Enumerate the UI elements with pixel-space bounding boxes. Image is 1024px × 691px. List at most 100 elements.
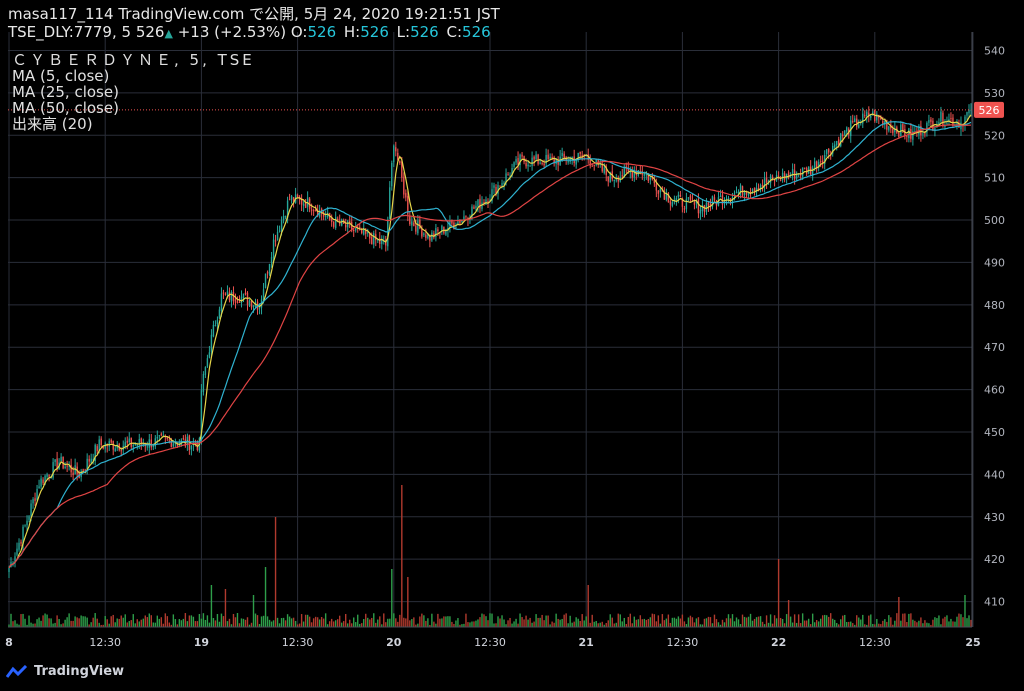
candle-body	[892, 128, 894, 134]
volume-bar	[166, 616, 169, 627]
volume-bar	[771, 623, 774, 627]
volume-bar	[54, 622, 56, 627]
price-tick-label: 420	[984, 553, 1005, 566]
tradingview-branding[interactable]: TradingView	[6, 664, 124, 679]
volume-bar	[314, 616, 317, 627]
volume-bar	[801, 613, 804, 627]
candle-body	[922, 133, 924, 135]
candle-body	[60, 456, 62, 462]
volume-bar	[645, 619, 648, 627]
volume-bar	[920, 617, 922, 627]
candle-body	[24, 524, 26, 526]
candle-body	[355, 228, 357, 231]
time-tick-label: 22	[771, 636, 786, 649]
volume-bar	[731, 614, 734, 627]
candle-body	[196, 446, 199, 451]
volume-bar	[102, 624, 104, 627]
legend-symbol[interactable]: ＣＹＢＥＲＤＹＮＥ, 5, TSE	[12, 51, 255, 69]
candle-body	[519, 154, 521, 166]
volume-bar	[635, 619, 638, 627]
volume-bar	[316, 617, 319, 627]
candle-body	[487, 201, 489, 203]
volume-bar	[854, 624, 856, 627]
volume-bar	[190, 615, 193, 627]
candle-body	[697, 199, 700, 214]
candle-body	[725, 201, 728, 203]
volume-bar	[553, 622, 555, 627]
volume-bar	[100, 624, 102, 627]
legend-volume[interactable]: 出来高 (20)	[12, 115, 93, 133]
candle-body	[852, 121, 854, 123]
time-axis[interactable]: 8 12:30 19 12:30 20 12:30 21 12:30 22 12:30 25	[5, 626, 981, 649]
volume-bar	[26, 624, 28, 627]
volume-bar	[300, 614, 303, 627]
volume-bar	[751, 620, 754, 627]
candle-body	[815, 161, 818, 169]
volume-bar	[507, 620, 509, 627]
volume-bar	[397, 621, 399, 627]
volume-bar	[874, 624, 876, 627]
candle-body	[906, 136, 908, 138]
legend-ma25[interactable]: MA (25, close)	[12, 83, 119, 101]
volume-bar	[429, 624, 431, 627]
candle-body	[216, 319, 219, 325]
candle-body	[250, 300, 253, 308]
volume-bar	[607, 620, 609, 627]
volume-bar	[379, 616, 381, 627]
volume-bar	[421, 613, 423, 627]
volume-bar	[705, 618, 708, 627]
volume-bar	[154, 622, 157, 627]
candle-body	[435, 228, 437, 237]
candle-body	[393, 145, 395, 163]
volume-bar	[815, 620, 818, 627]
volume-bar	[238, 623, 241, 627]
volume-bar	[449, 616, 451, 627]
candle-body	[944, 125, 946, 127]
volume-bar	[503, 619, 505, 627]
volume-bar	[775, 618, 778, 627]
candle-body	[290, 196, 293, 200]
legend-ma5[interactable]: MA (5, close)	[12, 67, 110, 85]
volume-bar	[403, 617, 405, 627]
volume-bar	[361, 623, 363, 627]
time-tick-label: 12:30	[859, 636, 891, 649]
candle-body	[836, 140, 838, 146]
volume-bar	[803, 620, 806, 627]
volume-bar	[46, 614, 48, 627]
volume-bar	[228, 618, 231, 627]
legend-ma50[interactable]: MA (50, close)	[12, 99, 119, 117]
volume-bar	[399, 614, 401, 627]
candle-body	[136, 444, 138, 446]
volume-bar	[832, 618, 834, 627]
candle-body	[838, 139, 840, 147]
volume-bar	[970, 619, 972, 627]
candle-body	[90, 458, 92, 463]
candle-body	[391, 162, 393, 187]
candle-body	[946, 123, 948, 125]
volume-bar	[210, 585, 213, 627]
price-tick-label: 450	[984, 426, 1005, 439]
volume-bar	[924, 620, 926, 627]
volume-bar	[296, 624, 299, 627]
candle-body	[477, 199, 479, 207]
volume-bar	[823, 614, 826, 627]
volume-bar	[850, 621, 852, 627]
candle-body	[208, 352, 211, 358]
price-tick-label: 460	[984, 384, 1005, 397]
volume-bar	[697, 617, 700, 627]
candle-body	[399, 161, 401, 164]
candle-body	[811, 167, 814, 176]
candle-body	[445, 230, 447, 235]
volume-bar	[551, 621, 553, 627]
candle-body	[373, 233, 375, 245]
volume-bar	[543, 620, 545, 627]
volume-bar	[523, 619, 525, 627]
volume-bar	[601, 621, 603, 627]
price-axis[interactable]: 410 420 430 440 450 460 470 480 490 500 510 520 530 5…	[971, 32, 1005, 627]
volume-bar	[324, 613, 327, 627]
candle-body	[940, 111, 942, 122]
volume-bar	[567, 623, 569, 627]
volume-bar	[729, 618, 732, 627]
volume-bar	[483, 614, 485, 627]
